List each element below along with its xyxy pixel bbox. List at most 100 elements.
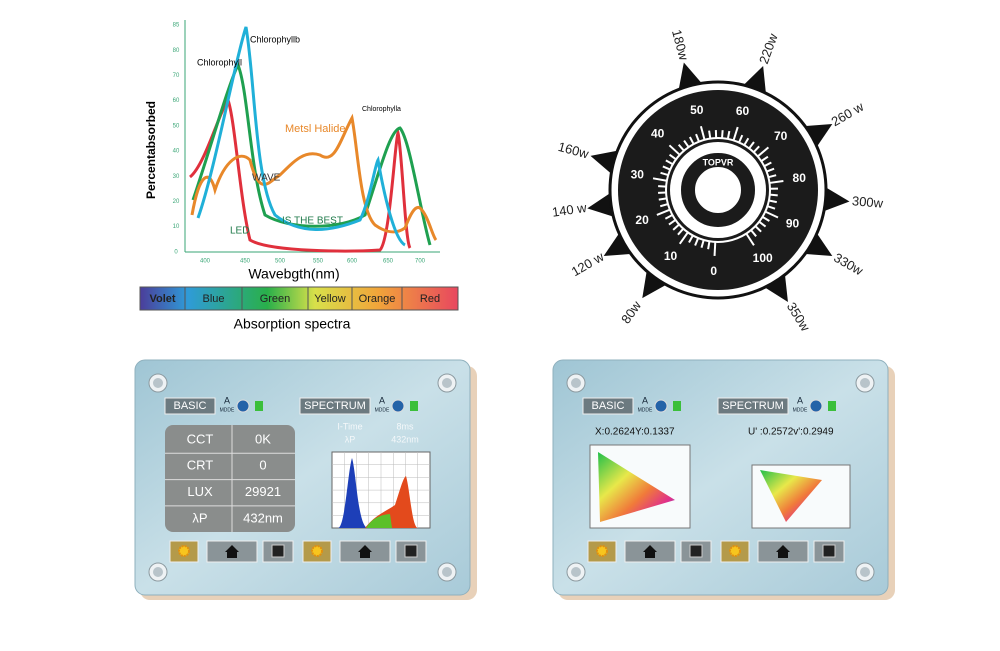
- dial-wattage: 330w: [831, 250, 866, 279]
- dial-tick: [713, 241, 717, 256]
- y-tick-label: 85: [173, 23, 180, 29]
- tab-button: [582, 397, 634, 415]
- screw-head: [571, 378, 581, 388]
- dial-tick: [738, 134, 744, 143]
- dial-tick: [700, 239, 705, 248]
- mode-label: MDDE: [375, 407, 390, 413]
- dial: TOPVR 0 10 20 30 40 50 60 70 80 90 100 80w 120 w 140 …: [551, 28, 884, 334]
- dial-tick: [754, 225, 762, 233]
- dial-tick: [763, 161, 772, 168]
- dial-tick: [658, 197, 667, 201]
- caption: Absorption spectra: [234, 316, 351, 332]
- annotation: IS THE BEST: [282, 216, 343, 227]
- gear-icon: [311, 545, 323, 557]
- mode-label: MDDE: [220, 407, 235, 413]
- y-tick-label: 80: [173, 48, 180, 54]
- y-tick-label: 10: [173, 224, 180, 230]
- dial-tick: [757, 146, 770, 158]
- x-label: Wavebgth(nm): [248, 266, 339, 282]
- annotation: Chlorophylla: [362, 106, 401, 113]
- dial-tick: [658, 185, 667, 188]
- readout-cell: CCT: [187, 431, 214, 446]
- mode-indicator: [828, 401, 836, 411]
- dial-tick: [769, 193, 778, 197]
- dial-tick: [769, 180, 784, 184]
- gear-icon: [178, 545, 190, 557]
- chlorophyll-b-curve: [196, 26, 406, 247]
- tab-label: BASIC: [173, 400, 206, 412]
- dial-pointer: [802, 124, 833, 149]
- x-tick-label: 400: [200, 259, 211, 265]
- dial-tick: [659, 203, 669, 208]
- readout-cell: 29921: [245, 484, 281, 499]
- dial-tick: [695, 133, 700, 142]
- device-panel: BASIC A MDDE SPECTRUM A MDDE CCT 0K CRT 0 LUX 29921…: [134, 359, 477, 600]
- dial-number: 10: [664, 249, 678, 263]
- mode-knob: [809, 399, 823, 413]
- mode-indicator: [410, 401, 418, 411]
- tab-button: [717, 397, 789, 415]
- gear-icon: [596, 545, 608, 557]
- dial-tick: [768, 199, 777, 204]
- mini-spectrum-mix: [365, 476, 418, 528]
- info-text: λP: [345, 434, 356, 444]
- info-text: I-Time: [337, 421, 362, 431]
- cie-gamut: [760, 470, 822, 522]
- dial-number: 70: [774, 129, 788, 143]
- mode-label: MDDE: [793, 407, 808, 413]
- dial-wattage: 260 w: [829, 99, 867, 130]
- mode-label: A: [224, 395, 230, 405]
- dial-tick: [678, 231, 689, 245]
- dial-tick: [726, 130, 731, 140]
- dial-tick: [767, 205, 776, 210]
- screw-head: [860, 567, 870, 577]
- dial-pointer: [821, 186, 850, 213]
- panel-body: [134, 359, 471, 596]
- mode-label: MDDE: [638, 407, 653, 413]
- screw-head: [442, 378, 452, 388]
- screw-head: [571, 567, 581, 577]
- info-text: 8ms: [396, 421, 414, 431]
- band-label: Volet: [149, 293, 175, 305]
- y-tick-label: 40: [173, 149, 180, 155]
- mode-indicator: [255, 401, 263, 411]
- y-tick-label: 20: [173, 199, 180, 205]
- panel-body: [552, 359, 889, 596]
- dial-tick: [677, 228, 685, 236]
- dial-tick: [683, 139, 690, 148]
- dial-tick: [688, 136, 695, 145]
- readout-box: [165, 425, 295, 532]
- save-icon: [271, 544, 285, 558]
- dial-number: 20: [635, 213, 649, 227]
- x-tick-label: 700: [415, 259, 426, 265]
- dial-wattage: 300w: [851, 193, 884, 211]
- dial-tick: [656, 208, 671, 216]
- dial-tick: [758, 220, 767, 228]
- screw-head: [153, 567, 163, 577]
- dial-number: 0: [710, 264, 717, 278]
- color-band: [139, 286, 459, 311]
- mode-indicator: [673, 401, 681, 411]
- band-label: Blue: [202, 293, 224, 305]
- dial-number: 80: [793, 171, 807, 185]
- dial-tick: [745, 233, 755, 246]
- dial-number: 30: [631, 168, 645, 182]
- dial-tick: [750, 229, 757, 237]
- dial-tick: [694, 237, 700, 246]
- dial-number: 60: [736, 104, 750, 118]
- dial-tick: [764, 210, 779, 219]
- mode-knob: [654, 399, 668, 413]
- dial-number: 100: [753, 251, 773, 265]
- dial-wattage: 120 w: [569, 249, 607, 280]
- dial-tick: [721, 130, 724, 139]
- y-tick-label: 50: [173, 123, 180, 129]
- y-tick-label: 0: [174, 249, 178, 255]
- band-label: Orange: [359, 293, 396, 305]
- readout-cell: λP: [192, 510, 207, 525]
- tab-label: BASIC: [591, 400, 624, 412]
- band-label: Green: [260, 293, 291, 305]
- readout-cell: CRT: [187, 458, 214, 473]
- screw-head: [153, 378, 163, 388]
- dial-tick: [664, 214, 673, 220]
- cie-gamut: [598, 452, 675, 522]
